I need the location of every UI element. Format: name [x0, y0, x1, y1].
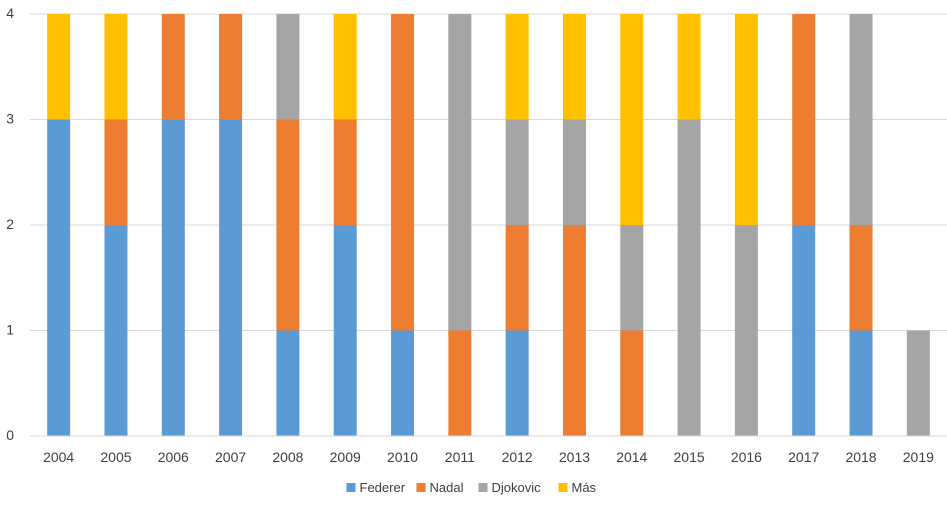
bar-segment-federer-2018 [849, 330, 873, 436]
bar-segment-nadal-2018 [849, 225, 873, 331]
x-tick-label: 2017 [788, 449, 819, 465]
bar-segment-federer-2004 [47, 119, 71, 436]
x-tick-label: 2007 [215, 449, 246, 465]
bar-segment-nadal-2014 [620, 330, 644, 436]
bar-segment-nadal-2013 [562, 225, 586, 436]
bar-segment-federer-2017 [792, 225, 816, 436]
bar-segment-nadal-2011 [448, 330, 472, 436]
bar-segment-nadal-2006 [161, 14, 185, 120]
x-tick-label: 2008 [272, 449, 303, 465]
bar-segment-federer-2006 [161, 119, 185, 436]
bar-segment-federer-2009 [333, 225, 357, 436]
legend-label: Djokovic [492, 480, 542, 495]
bar-segment-m-s-2014 [620, 14, 644, 225]
bar-segment-djokovic-2019 [906, 330, 930, 436]
bar-segment-federer-2007 [219, 119, 243, 436]
bar-segment-djokovic-2016 [734, 225, 758, 436]
x-tick-label: 2018 [845, 449, 876, 465]
bar-segment-nadal-2009 [333, 119, 357, 225]
x-tick-label: 2005 [100, 449, 131, 465]
y-tick-label: 4 [6, 5, 14, 21]
legend: Federer Nadal Djokovic Más [346, 480, 597, 495]
y-tick-label: 2 [6, 216, 14, 232]
x-tick-label: 2019 [903, 449, 934, 465]
bar-segment-djokovic-2018 [849, 14, 873, 225]
x-tick-label: 2016 [731, 449, 762, 465]
bar-segment-m-s-2005 [104, 14, 128, 120]
bar-segment-m-s-2015 [677, 14, 701, 120]
x-tick-label: 2010 [387, 449, 418, 465]
y-tick-label: 3 [6, 111, 14, 127]
bar-segment-m-s-2009 [333, 14, 357, 120]
bar-segment-federer-2005 [104, 225, 128, 436]
bars [47, 14, 930, 436]
x-tick-label: 2012 [502, 449, 533, 465]
x-tick-label: 2011 [445, 449, 475, 465]
x-tick-label: 2014 [616, 449, 647, 465]
bar-segment-federer-2012 [505, 330, 529, 436]
bar-segment-djokovic-2014 [620, 225, 644, 331]
x-tick-label: 2009 [330, 449, 361, 465]
legend-swatch [346, 483, 356, 492]
legend-label: Más [572, 480, 597, 495]
legend-swatch [558, 483, 568, 492]
x-tick-label: 2013 [559, 449, 590, 465]
x-tick-label: 2004 [43, 449, 74, 465]
bar-segment-djokovic-2015 [677, 119, 701, 436]
bar-segment-nadal-2010 [391, 14, 415, 331]
axes: 0 1 2 3 4 2004 2005 2006 2007 2008 2009 2010 2011 201… [6, 5, 947, 465]
bar-segment-m-s-2013 [562, 14, 586, 120]
bar-segment-nadal-2017 [792, 14, 816, 225]
bar-segment-nadal-2007 [219, 14, 243, 120]
bar-segment-m-s-2004 [47, 14, 71, 120]
y-tick-label: 1 [6, 322, 14, 338]
bar-segment-nadal-2012 [505, 225, 529, 331]
bar-segment-m-s-2012 [505, 14, 529, 120]
legend-label: Nadal [430, 480, 464, 495]
bar-segment-federer-2010 [391, 330, 415, 436]
x-tick-label: 2015 [674, 449, 705, 465]
bar-segment-djokovic-2013 [562, 119, 586, 225]
y-tick-label: 0 [6, 427, 14, 443]
bar-segment-nadal-2008 [276, 119, 300, 331]
bar-segment-djokovic-2012 [505, 119, 529, 225]
legend-swatch [478, 483, 488, 492]
bar-segment-djokovic-2011 [448, 14, 472, 331]
bar-segment-nadal-2005 [104, 119, 128, 225]
legend-label: Federer [360, 480, 406, 495]
bar-segment-federer-2008 [276, 330, 300, 436]
legend-swatch [416, 483, 426, 492]
x-tick-label: 2006 [158, 449, 189, 465]
bar-segment-m-s-2016 [734, 14, 758, 225]
bar-segment-djokovic-2008 [276, 14, 300, 120]
